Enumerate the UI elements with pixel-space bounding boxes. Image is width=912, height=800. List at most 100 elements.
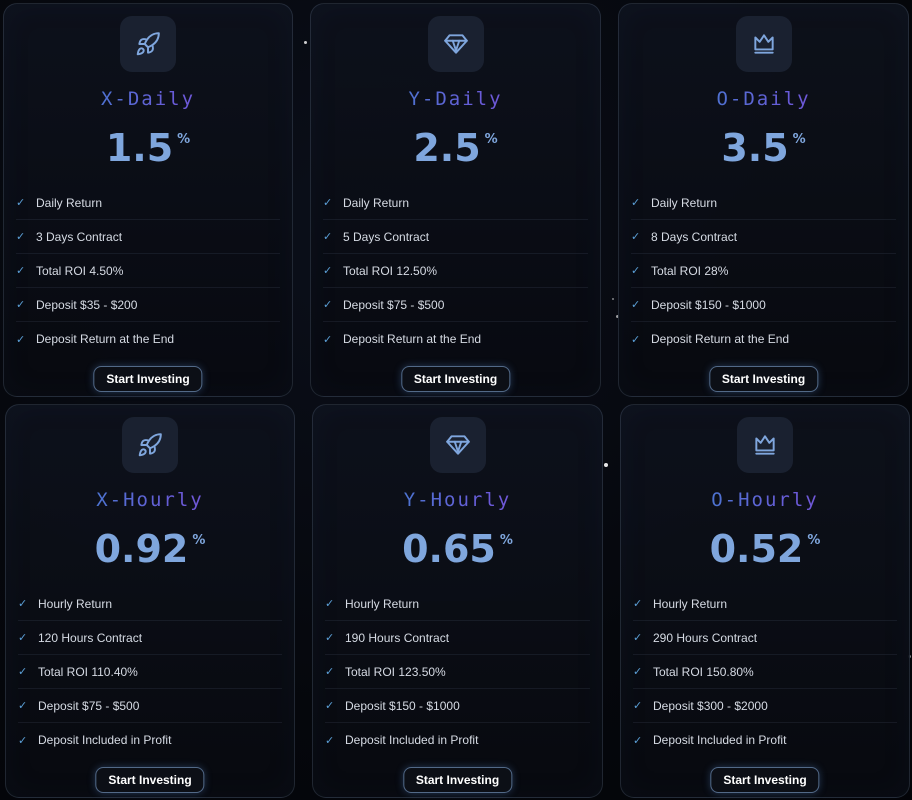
feature-list: ✓ Daily Return ✓ 5 Days Contract ✓ Total RO… (323, 186, 588, 356)
check-icon: ✓ (323, 299, 333, 311)
check-icon: ✓ (18, 734, 28, 747)
plan-icon-box (429, 417, 486, 473)
background-star (304, 41, 307, 44)
check-icon: ✓ (631, 299, 641, 311)
background-star (604, 463, 608, 467)
check-icon: ✓ (633, 632, 643, 644)
feature-text: Deposit Included in Profit (38, 733, 172, 747)
feature-text: 8 Days Contract (651, 229, 738, 244)
feature-text: Total ROI 4.50% (36, 263, 124, 278)
check-icon: ✓ (16, 197, 26, 209)
feature-item: ✓ Deposit Return at the End (323, 322, 588, 356)
feature-item: ✓ Daily Return (16, 186, 280, 220)
feature-item: ✓ Deposit Return at the End (631, 322, 896, 356)
plan-icon-box (737, 417, 793, 473)
start-investing-button[interactable]: Start Investing (95, 767, 205, 793)
plan-name: X-Daily (4, 88, 292, 110)
plan-card: Y-Daily 2.5% ✓ Daily Return ✓ 5 Days Contr… (310, 3, 601, 397)
feature-text: Total ROI 110.40% (38, 664, 138, 679)
background-star (612, 298, 614, 300)
plan-rate: 1.5% (4, 126, 292, 170)
feature-item: ✓ Deposit Included in Profit (18, 723, 282, 757)
rate-value: 2.5 (413, 126, 481, 170)
check-icon: ✓ (325, 598, 335, 610)
rate-unit: % (792, 132, 806, 147)
feature-item: ✓ 5 Days Contract (323, 220, 588, 254)
plan-name: X-Hourly (6, 489, 294, 511)
feature-item: ✓ Total ROI 12.50% (323, 254, 588, 288)
feature-list: ✓ Hourly Return ✓ 290 Hours Contract ✓ Tota… (633, 587, 897, 757)
feature-item: ✓ Deposit $35 - $200 (16, 288, 280, 322)
feature-text: Deposit $150 - $1000 (651, 297, 766, 312)
feature-text: Hourly Return (653, 596, 728, 611)
feature-text: 290 Hours Contract (653, 630, 758, 645)
plan-card: X-Hourly 0.92% ✓ Hourly Return ✓ 120 Hours… (5, 404, 295, 798)
check-icon: ✓ (323, 333, 333, 346)
feature-text: 120 Hours Contract (38, 630, 143, 645)
feature-item: ✓ Total ROI 150.80% (633, 655, 897, 689)
feature-item: ✓ Daily Return (323, 186, 588, 220)
check-icon: ✓ (633, 700, 643, 712)
background-star (616, 315, 619, 318)
start-investing-button[interactable]: Start Investing (708, 366, 819, 392)
check-icon: ✓ (325, 734, 335, 747)
start-investing-button[interactable]: Start Investing (402, 767, 513, 793)
plan-card: Y-Hourly 0.65% ✓ Hourly Return ✓ 190 Hours… (312, 404, 603, 798)
feature-text: Deposit Return at the End (36, 332, 175, 346)
feature-item: ✓ 290 Hours Contract (633, 621, 897, 655)
check-icon: ✓ (631, 333, 641, 346)
rocket-icon (138, 433, 162, 457)
check-icon: ✓ (18, 666, 28, 678)
feature-item: ✓ Deposit Return at the End (16, 322, 280, 356)
start-investing-button[interactable]: Start Investing (710, 767, 820, 793)
plan-icon-box (120, 16, 176, 72)
feature-text: Deposit $75 - $500 (38, 698, 140, 713)
check-icon: ✓ (633, 734, 643, 747)
check-icon: ✓ (18, 632, 28, 644)
feature-item: ✓ Deposit $150 - $1000 (325, 689, 590, 723)
feature-text: 5 Days Contract (343, 229, 430, 244)
feature-item: ✓ 3 Days Contract (16, 220, 280, 254)
feature-list: ✓ Hourly Return ✓ 190 Hours Contract ✓ Tota… (325, 587, 590, 757)
feature-item: ✓ Total ROI 4.50% (16, 254, 280, 288)
feature-text: Total ROI 28% (651, 263, 729, 278)
check-icon: ✓ (631, 265, 641, 277)
plan-card: O-Daily 3.5% ✓ Daily Return ✓ 8 Days Contr… (618, 3, 909, 397)
check-icon: ✓ (325, 700, 335, 712)
check-icon: ✓ (16, 265, 26, 277)
plan-rate: 0.52% (621, 527, 909, 571)
feature-item: ✓ Hourly Return (18, 587, 282, 621)
feature-item: ✓ Hourly Return (325, 587, 590, 621)
plan-rate: 0.92% (6, 527, 294, 571)
start-investing-button[interactable]: Start Investing (400, 366, 511, 392)
feature-text: Deposit Included in Profit (653, 733, 787, 747)
feature-text: Daily Return (36, 195, 103, 210)
feature-item: ✓ Deposit Included in Profit (633, 723, 897, 757)
plan-card: X-Daily 1.5% ✓ Daily Return ✓ 3 Days Contr… (3, 3, 293, 397)
feature-list: ✓ Daily Return ✓ 3 Days Contract ✓ Total RO… (16, 186, 280, 356)
start-investing-button[interactable]: Start Investing (93, 366, 203, 392)
feature-text: Total ROI 12.50% (343, 263, 438, 278)
check-icon: ✓ (633, 598, 643, 610)
check-icon: ✓ (323, 231, 333, 243)
rate-unit: % (192, 533, 206, 548)
feature-text: 190 Hours Contract (345, 630, 450, 645)
feature-item: ✓ Deposit $75 - $500 (18, 689, 282, 723)
check-icon: ✓ (631, 231, 641, 243)
feature-text: Deposit $35 - $200 (36, 297, 138, 312)
check-icon: ✓ (323, 265, 333, 277)
check-icon: ✓ (323, 197, 333, 209)
rate-value: 0.52 (709, 527, 804, 571)
feature-text: Total ROI 123.50% (345, 664, 446, 679)
feature-item: ✓ Deposit $150 - $1000 (631, 288, 896, 322)
check-icon: ✓ (325, 666, 335, 678)
feature-item: ✓ Total ROI 123.50% (325, 655, 590, 689)
plan-rate: 2.5% (311, 126, 600, 170)
rate-value: 1.5 (105, 126, 174, 170)
plan-icon-box (735, 16, 792, 72)
check-icon: ✓ (633, 666, 643, 678)
rate-value: 3.5 (721, 126, 789, 170)
check-icon: ✓ (16, 231, 26, 243)
feature-text: Deposit $75 - $500 (343, 297, 445, 312)
